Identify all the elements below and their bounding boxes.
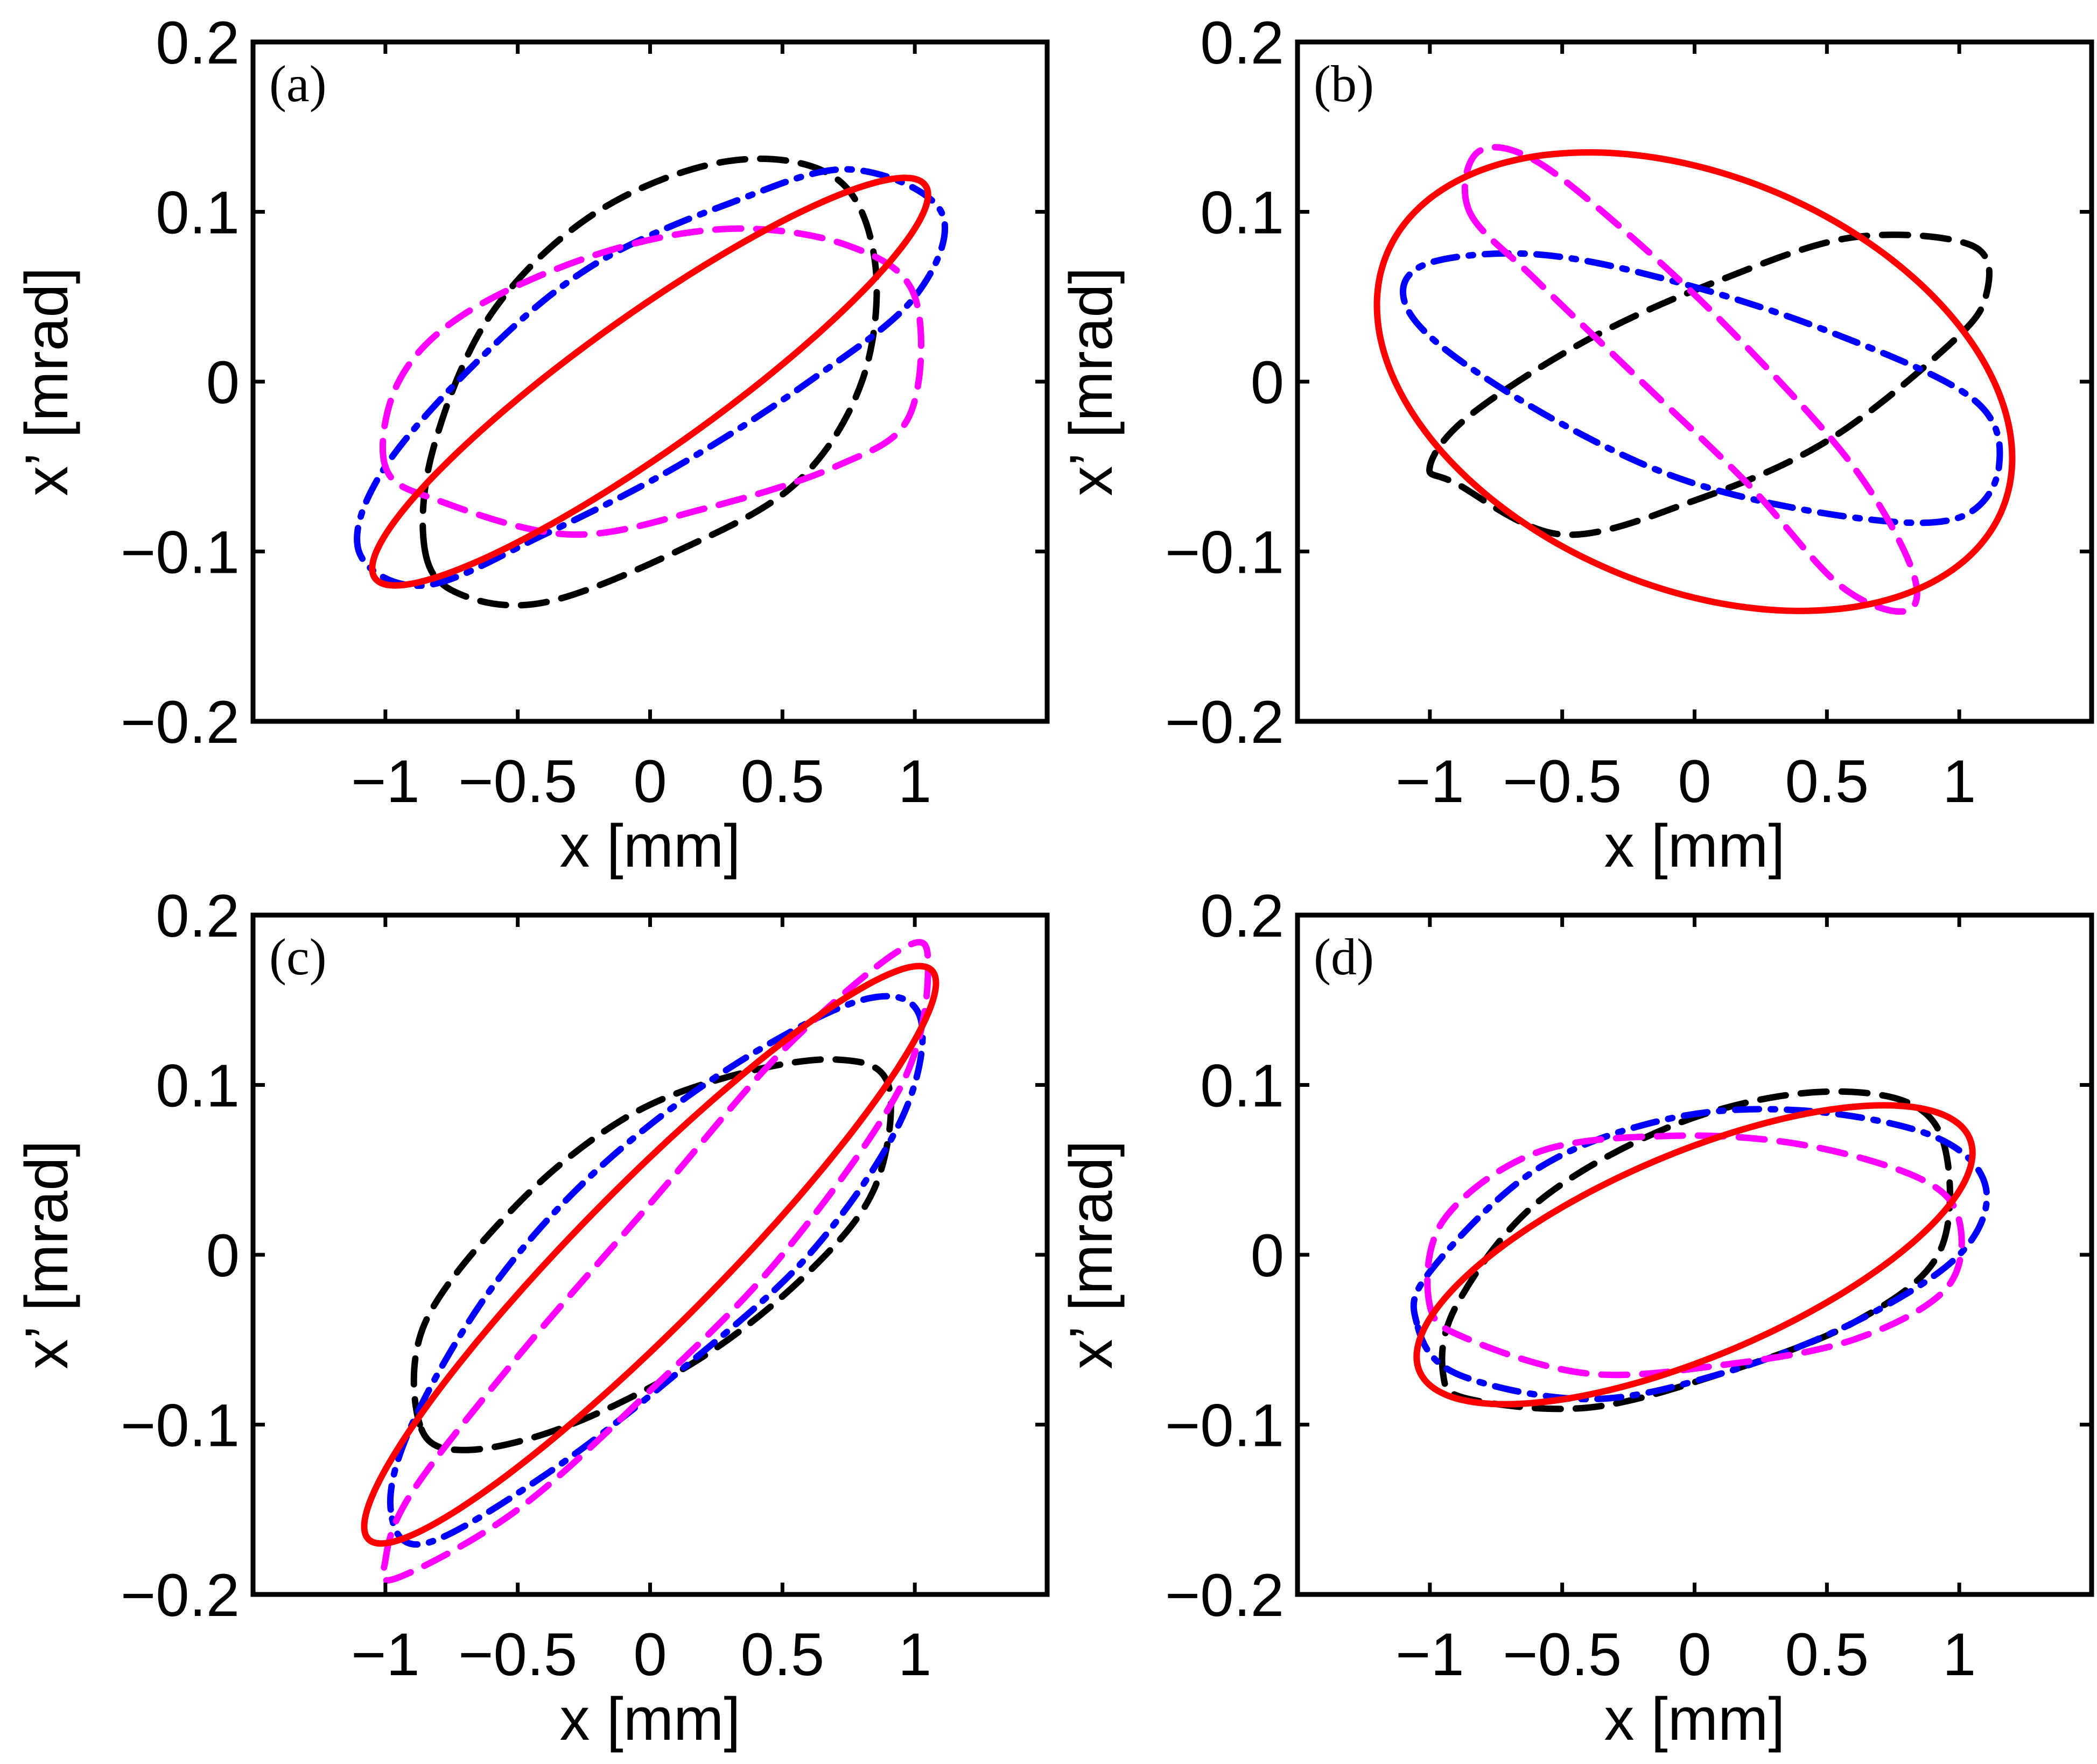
series-magenta-dashed xyxy=(1461,144,1920,615)
panel-c: −1 −0.5 0 0.5 1 −0.2 −0.1 0 0.1 0.2 x [mm] x’ [mrad… xyxy=(13,882,1050,1753)
panel-d: −1 −0.5 0 0.5 1 −0.2 −0.1 0 0.1 0.2 x [mm] x’ [mrad… xyxy=(1057,882,2094,1753)
axes-frame xyxy=(1295,912,2094,1597)
y-tick-label: 0.1 xyxy=(156,1052,240,1120)
panel-a: −1 −0.5 0 0.5 1 −0.2 −0.1 0 0.1 0.2 x [mm] x’ [mrad… xyxy=(13,9,1050,880)
x-tick-label: −1 xyxy=(351,1621,420,1688)
x-tick-label: 0 xyxy=(633,1621,667,1688)
x-tick-label: −0.5 xyxy=(458,748,577,815)
series-magenta-dashed xyxy=(1424,1132,1965,1379)
x-tick-label: 0.5 xyxy=(1785,1621,1869,1688)
series-black-dashed xyxy=(1439,1088,1953,1412)
y-axis-label: x’ [mrad] xyxy=(13,267,80,496)
series-red-solid xyxy=(1373,149,2016,614)
y-axis-label: x’ [mrad] xyxy=(1057,267,1125,496)
x-tick-label: 1 xyxy=(1942,1621,1976,1688)
series-red-solid xyxy=(1413,1102,1976,1408)
x-tick-label: −0.5 xyxy=(1503,748,1622,815)
series-red-solid xyxy=(361,962,939,1547)
x-tick-label: 0 xyxy=(1678,1621,1711,1688)
x-tick-label: −0.5 xyxy=(1503,1621,1622,1688)
y-tick-label: −0.2 xyxy=(1165,1562,1284,1629)
y-tick-label: −0.2 xyxy=(1165,688,1284,756)
x-tick-label: −1 xyxy=(351,748,420,815)
series-black-dashed xyxy=(1426,231,1993,538)
x-tick-label: 0.5 xyxy=(1785,748,1869,815)
panel-b: −1 −0.5 0 0.5 1 −0.2 −0.1 0 0.1 0.2 x [mm] x’ [mrad… xyxy=(1057,9,2094,880)
series-magenta-dashed xyxy=(380,225,924,538)
y-axis-label: x’ [mrad] xyxy=(1057,1140,1125,1369)
x-tick-label: 1 xyxy=(1942,748,1976,815)
y-tick-label: 0.1 xyxy=(1200,1052,1284,1120)
series-blue-dashdot xyxy=(387,993,926,1548)
y-tick-label: 0.2 xyxy=(156,9,240,76)
x-tick-label: 0 xyxy=(633,748,667,815)
y-tick-label: 0 xyxy=(206,1222,240,1289)
panel-label: (c) xyxy=(269,928,327,986)
series-magenta-dashed xyxy=(379,939,931,1584)
x-axis-label: x [mm] xyxy=(1604,1685,1785,1753)
y-tick-label: −0.1 xyxy=(121,519,240,586)
y-tick-label: 0 xyxy=(1251,349,1284,416)
y-tick-label: −0.2 xyxy=(121,1562,240,1629)
y-tick-label: 0.1 xyxy=(1200,179,1284,247)
x-tick-label: 1 xyxy=(898,748,931,815)
panel-label: (a) xyxy=(269,55,327,113)
series-blue-dashdot xyxy=(354,166,949,589)
axes-frame xyxy=(1295,39,2094,724)
y-tick-label: 0 xyxy=(206,349,240,416)
x-tick-label: 0 xyxy=(1678,748,1711,815)
panel-label: (b) xyxy=(1314,55,1374,113)
panel-label: (d) xyxy=(1314,928,1374,986)
series-blue-dashdot xyxy=(1399,250,2003,526)
y-tick-label: −0.1 xyxy=(121,1392,240,1459)
axes-frame xyxy=(250,39,1050,724)
x-tick-label: 1 xyxy=(898,1621,931,1688)
y-tick-label: 0 xyxy=(1251,1222,1284,1289)
y-tick-label: 0.1 xyxy=(156,179,240,247)
series-blue-dashdot xyxy=(1410,1106,1990,1403)
y-axis-label: x’ [mrad] xyxy=(13,1140,80,1369)
x-tick-label: −1 xyxy=(1395,1621,1464,1688)
y-tick-label: −0.1 xyxy=(1165,519,1284,586)
y-tick-label: 0.2 xyxy=(1200,882,1284,950)
x-axis-label: x [mm] xyxy=(1604,812,1785,880)
x-tick-label: 0.5 xyxy=(740,1621,824,1688)
y-tick-label: 0.2 xyxy=(1200,9,1284,76)
y-tick-label: −0.2 xyxy=(121,688,240,756)
x-tick-label: −1 xyxy=(1395,748,1464,815)
y-tick-label: 0.2 xyxy=(156,882,240,950)
series-red-solid xyxy=(369,174,931,589)
x-tick-label: −0.5 xyxy=(458,1621,577,1688)
x-tick-label: 0.5 xyxy=(740,748,824,815)
x-axis-label: x [mm] xyxy=(560,1685,741,1753)
y-tick-label: −0.1 xyxy=(1165,1392,1284,1459)
x-axis-label: x [mm] xyxy=(560,812,741,880)
